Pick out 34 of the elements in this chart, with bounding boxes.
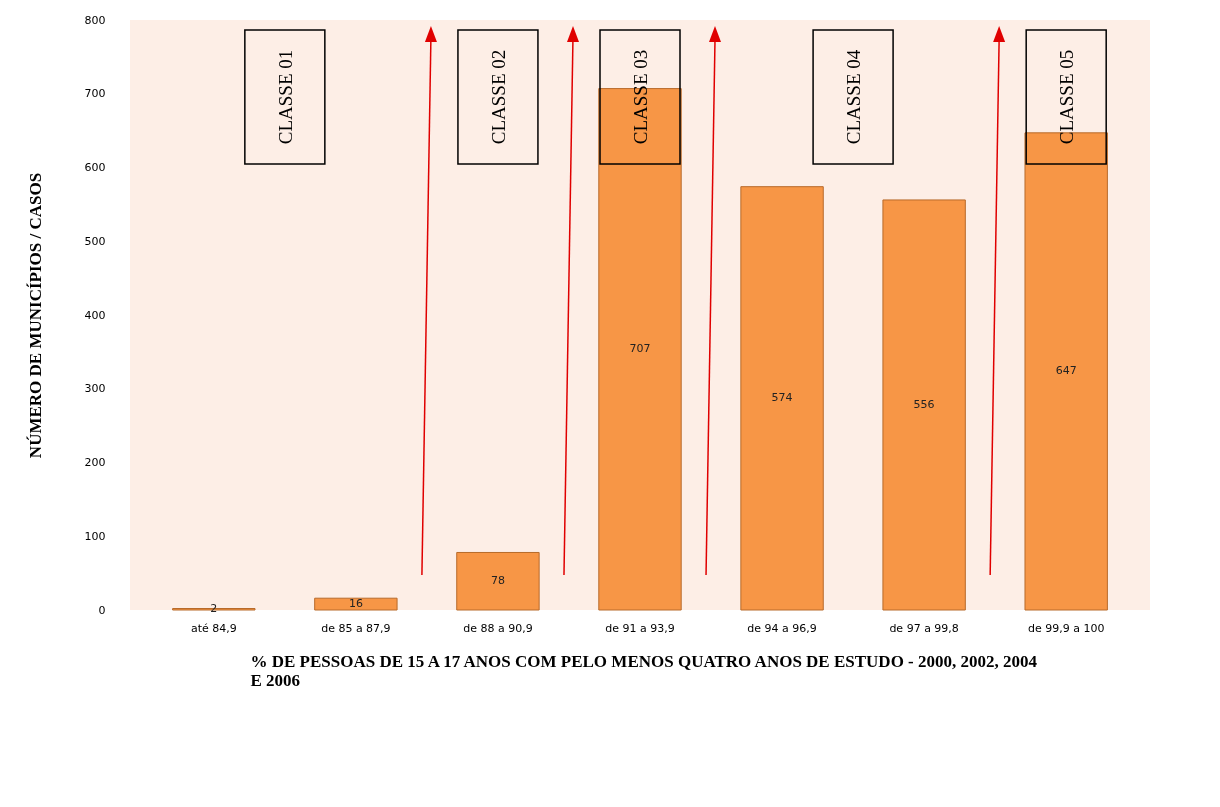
y-axis-title: NÚMERO DE MUNICÍPIOS / CASOS — [25, 172, 45, 459]
x-tick-label: de 85 a 87,9 — [321, 621, 391, 635]
x-tick-label: de 94 a 96,9 — [747, 621, 817, 635]
x-tick-label: até 84,9 — [190, 621, 237, 635]
y-tick-label: 600 — [84, 161, 106, 174]
y-tick-label: 100 — [84, 529, 106, 543]
bar — [882, 199, 966, 611]
annotation: CLASSE 04 — [843, 49, 865, 145]
annotation: CLASSE 05 — [1056, 49, 1078, 145]
bar — [314, 597, 398, 611]
y-tick-label: 500 — [84, 234, 106, 248]
y-tick-label: 200 — [84, 456, 106, 469]
data-label: 2 — [210, 602, 218, 616]
x-tick-label: de 99,9 a 100 — [1027, 621, 1105, 635]
y-tick-label: 0 — [98, 603, 106, 617]
data-label: 16 — [348, 597, 363, 611]
data-label: 78 — [490, 574, 505, 588]
y-tick-label: 400 — [84, 308, 106, 322]
y-tick-label: 800 — [84, 13, 106, 27]
y-tick-label: 300 — [84, 382, 106, 396]
annotation: CLASSE 03 — [630, 49, 651, 145]
annotation: CLASSE 02 — [487, 49, 509, 145]
data-label: 647 — [1055, 364, 1077, 378]
bar — [456, 551, 540, 611]
x-axis-title: % DE PESSOAS DE 15 A 17 ANOS COM PELO MENOS QUATRO ANOS DE ESTUDO - 2000, 2002, 2004 E 2006 — [250, 651, 1038, 690]
data-label: 707 — [629, 342, 651, 356]
data-label: 574 — [771, 391, 793, 405]
x-tick-label: de 91 a 93,9 — [605, 621, 675, 635]
x-tick-label: de 97 a 99,8 — [889, 621, 959, 635]
data-label: 556 — [913, 397, 935, 411]
annotation: CLASSE 01 — [274, 49, 296, 145]
bar — [740, 186, 824, 611]
x-tick-label: de 88 a 90,9 — [463, 621, 533, 635]
y-tick-label: 700 — [84, 87, 106, 101]
